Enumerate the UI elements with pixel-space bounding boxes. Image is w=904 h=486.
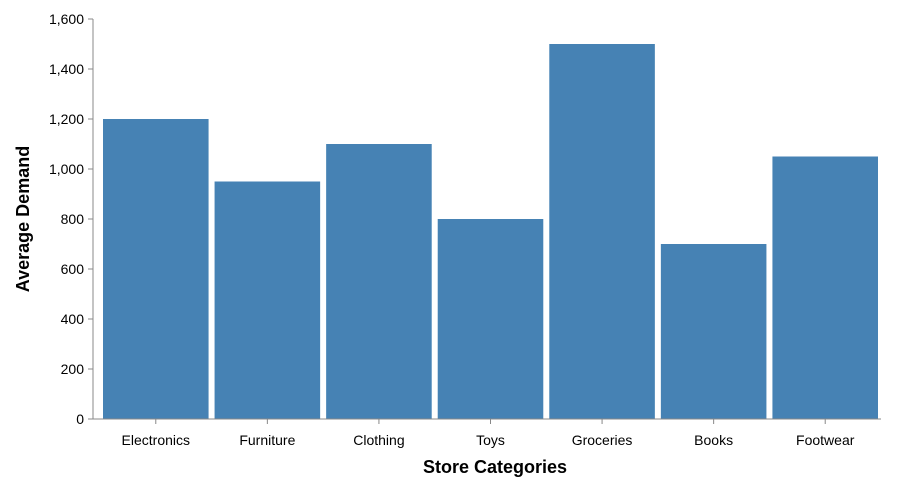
bar-electronics <box>103 119 209 419</box>
bar-books <box>660 244 767 419</box>
y-tick-label: 1,400 <box>49 61 84 77</box>
x-tick-label: Toys <box>476 432 505 448</box>
x-axis: Electronics Furniture Clothing Toys Grocerie… <box>93 418 881 448</box>
x-tick-label: Clothing <box>353 432 404 448</box>
x-axis-title: Store Categories <box>423 457 567 477</box>
y-tick-label: 1,200 <box>49 111 84 127</box>
y-tick-label: 200 <box>61 361 85 377</box>
y-tick-label: 1,000 <box>49 161 84 177</box>
y-axis: 0 200 400 600 800 1,000 1,200 1,400 1,600 <box>49 11 94 427</box>
y-tick-label: 400 <box>61 311 85 327</box>
x-tick-label: Furniture <box>239 432 295 448</box>
y-tick-label: 800 <box>61 211 85 227</box>
bar-clothing <box>326 144 432 419</box>
x-tick-label: Books <box>694 432 733 448</box>
bars-group <box>103 44 878 419</box>
y-tick-label: 0 <box>76 411 84 427</box>
bar-footwear <box>772 156 878 419</box>
y-axis-title: Average Demand <box>13 146 33 292</box>
x-tick-label: Footwear <box>796 432 855 448</box>
bar-groceries <box>549 44 655 419</box>
bar-furniture <box>214 181 321 419</box>
bar-toys <box>437 219 544 419</box>
x-tick-label: Electronics <box>122 432 190 448</box>
x-tick-label: Groceries <box>572 432 633 448</box>
y-tick-label: 600 <box>61 261 85 277</box>
y-tick-label: 1,600 <box>49 11 84 27</box>
